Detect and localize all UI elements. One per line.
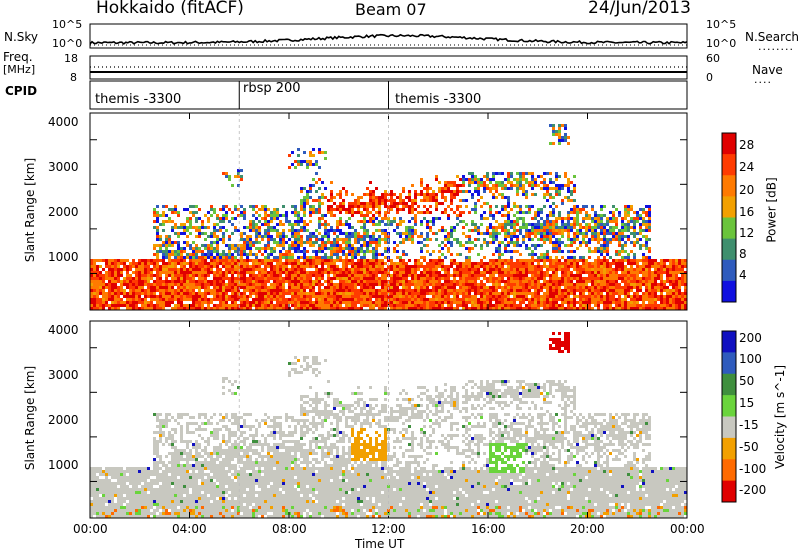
power-colorbar-segment	[722, 154, 736, 176]
power-cbar-tick-4: 4	[739, 268, 747, 282]
velocity-ylabel: Slant Range [km]	[23, 365, 38, 471]
freq-label: Freq.	[3, 50, 33, 64]
vel-ytick-3000: 3000	[48, 368, 79, 382]
freq-tick-top: 18	[64, 52, 78, 65]
power-cbar-tick-28: 28	[739, 138, 755, 152]
power-ytick-2000: 2000	[48, 205, 79, 219]
radar-title: Hokkaido (fitACF)	[96, 0, 244, 18]
xtick-1: 04:00	[172, 522, 207, 536]
cpid-segment-2: rbsp 200	[243, 81, 301, 96]
xtick-5: 20:00	[570, 522, 605, 536]
velocity-colorbar-segment	[722, 352, 736, 375]
freq-tick-bottom: 8	[70, 71, 77, 84]
xtick-6: 00:00	[670, 522, 705, 536]
vel-ytick-4000: 4000	[48, 323, 79, 337]
velocity-colorbar-segment	[722, 395, 736, 417]
xtick-2: 08:00	[272, 522, 307, 536]
nsky-line	[89, 33, 688, 45]
power-colorbar-segment	[722, 259, 736, 282]
xtick-0: 00:00	[73, 522, 108, 536]
nave-label: Nave	[752, 63, 783, 77]
vel-cbar-tick-15: 15	[739, 396, 755, 410]
velocity-colorbar-segment	[722, 416, 736, 439]
power-cbar-tick-24: 24	[739, 160, 755, 174]
power-ytick-3000: 3000	[48, 160, 79, 174]
power-cbar-tick-12: 12	[739, 226, 755, 240]
nsky-panel-frame	[89, 23, 688, 49]
velocity-colorbar-segment	[722, 459, 736, 482]
cpid-label: CPID	[5, 84, 38, 98]
vel-cbar-tick-m15: -15	[739, 418, 759, 432]
vel-cbar-tick-m100: -100	[739, 462, 767, 476]
nsky-tick-top: 10^5	[52, 18, 83, 31]
power-colorbar-segment	[722, 175, 736, 197]
velocity-colorbar-segment	[722, 373, 736, 396]
vel-cbar-tick-100: 100	[739, 352, 762, 366]
power-ytick-4000: 4000	[48, 115, 79, 129]
power-cbar-tick-20: 20	[739, 183, 755, 197]
freq-panel-frame	[89, 55, 688, 80]
power-colorbar-frame	[721, 132, 737, 303]
power-colorbar-segment	[722, 196, 736, 218]
beam-label: Beam 07	[355, 0, 427, 19]
vel-cbar-tick-m200: -200	[739, 483, 767, 497]
vel-ytick-2000: 2000	[48, 413, 79, 427]
nave-legend-dots: ....	[754, 73, 772, 86]
velocity-colorbar-segment	[722, 480, 736, 503]
nsearch-tick-top: 10^5	[706, 18, 737, 31]
power-colorbar-segment	[722, 238, 736, 261]
power-colorbar-segment	[722, 217, 736, 240]
cpid-segment-3: themis -3300	[395, 92, 482, 107]
nsearch-tick-bottom: 10^0	[706, 37, 737, 50]
date-label: 24/Jun/2013	[588, 0, 691, 18]
velocity-colorbar-segment	[722, 437, 736, 460]
time-axis-label: Time UT	[355, 537, 405, 551]
velocity-colorbar-segment	[722, 331, 736, 353]
power-colorbar-label: Power [dB]	[764, 177, 779, 243]
xtick-3: 12:00	[371, 522, 406, 536]
nave-tick-bottom: 0	[706, 71, 713, 84]
nsearch-label: N.Search	[745, 30, 800, 44]
vel-ytick-1000: 1000	[48, 458, 79, 472]
nsky-label: N.Sky	[4, 30, 39, 44]
vel-cbar-tick-m50: -50	[739, 440, 759, 454]
nave-tick-top: 60	[706, 52, 720, 65]
nsky-tick-bottom: 10^0	[52, 37, 83, 50]
velocity-colorbar-frame	[721, 330, 737, 503]
power-cbar-tick-8: 8	[739, 247, 747, 261]
cpid-segment-1: themis -3300	[95, 92, 182, 107]
power-colorbar-segment	[722, 280, 736, 303]
xtick-4: 16:00	[471, 522, 506, 536]
power-colorbar-segment	[722, 133, 736, 155]
vel-cbar-tick-200: 200	[739, 331, 762, 345]
power-ytick-1000: 1000	[48, 250, 79, 264]
vel-cbar-tick-50: 50	[739, 374, 755, 388]
freq-unit: [MHz]	[3, 63, 36, 76]
power-ylabel: Slant Range [km]	[23, 157, 38, 263]
nsearch-legend-dots: ........	[758, 40, 794, 53]
velocity-colorbar-label: Velocity [m s^-1]	[773, 364, 788, 470]
power-cbar-tick-16: 16	[739, 205, 755, 219]
